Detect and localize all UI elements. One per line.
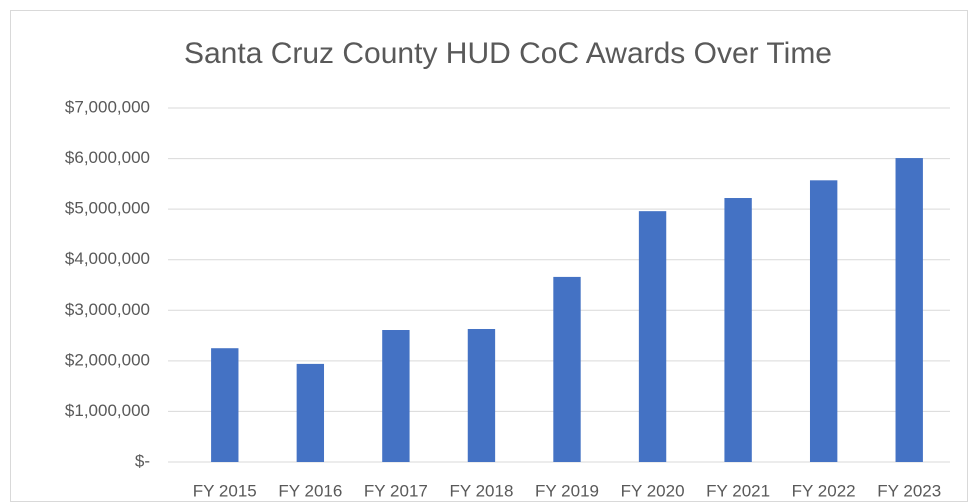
x-tick-label: FY 2018 bbox=[449, 481, 513, 500]
bar bbox=[296, 363, 325, 462]
x-tick-label: FY 2022 bbox=[792, 481, 856, 500]
x-tick-label: FY 2023 bbox=[877, 481, 941, 500]
bar bbox=[211, 348, 239, 462]
x-tick-label: FY 2020 bbox=[621, 481, 685, 500]
x-tick-label: FY 2017 bbox=[364, 481, 428, 500]
y-tick-label: $6,000,000 bbox=[65, 148, 150, 167]
chart-title: Santa Cruz County HUD CoC Awards Over Ti… bbox=[184, 37, 832, 70]
x-tick-label: FY 2016 bbox=[278, 481, 342, 500]
x-tick-label: FY 2021 bbox=[706, 481, 770, 500]
bar bbox=[809, 180, 838, 462]
y-tick-label: $3,000,000 bbox=[65, 300, 150, 319]
bar bbox=[467, 328, 496, 462]
y-tick-label: $4,000,000 bbox=[65, 249, 150, 268]
bar bbox=[895, 158, 923, 462]
y-tick-label: $7,000,000 bbox=[65, 97, 150, 116]
bar bbox=[638, 211, 667, 462]
x-tick-label: FY 2015 bbox=[193, 481, 257, 500]
x-tick-label: FY 2019 bbox=[535, 481, 599, 500]
bar bbox=[382, 330, 410, 462]
bar bbox=[724, 198, 752, 462]
y-tick-label: $- bbox=[135, 451, 150, 470]
bar bbox=[553, 276, 581, 462]
y-tick-label: $2,000,000 bbox=[65, 350, 150, 369]
y-tick-label: $1,000,000 bbox=[65, 401, 150, 420]
y-tick-label: $5,000,000 bbox=[65, 199, 150, 218]
